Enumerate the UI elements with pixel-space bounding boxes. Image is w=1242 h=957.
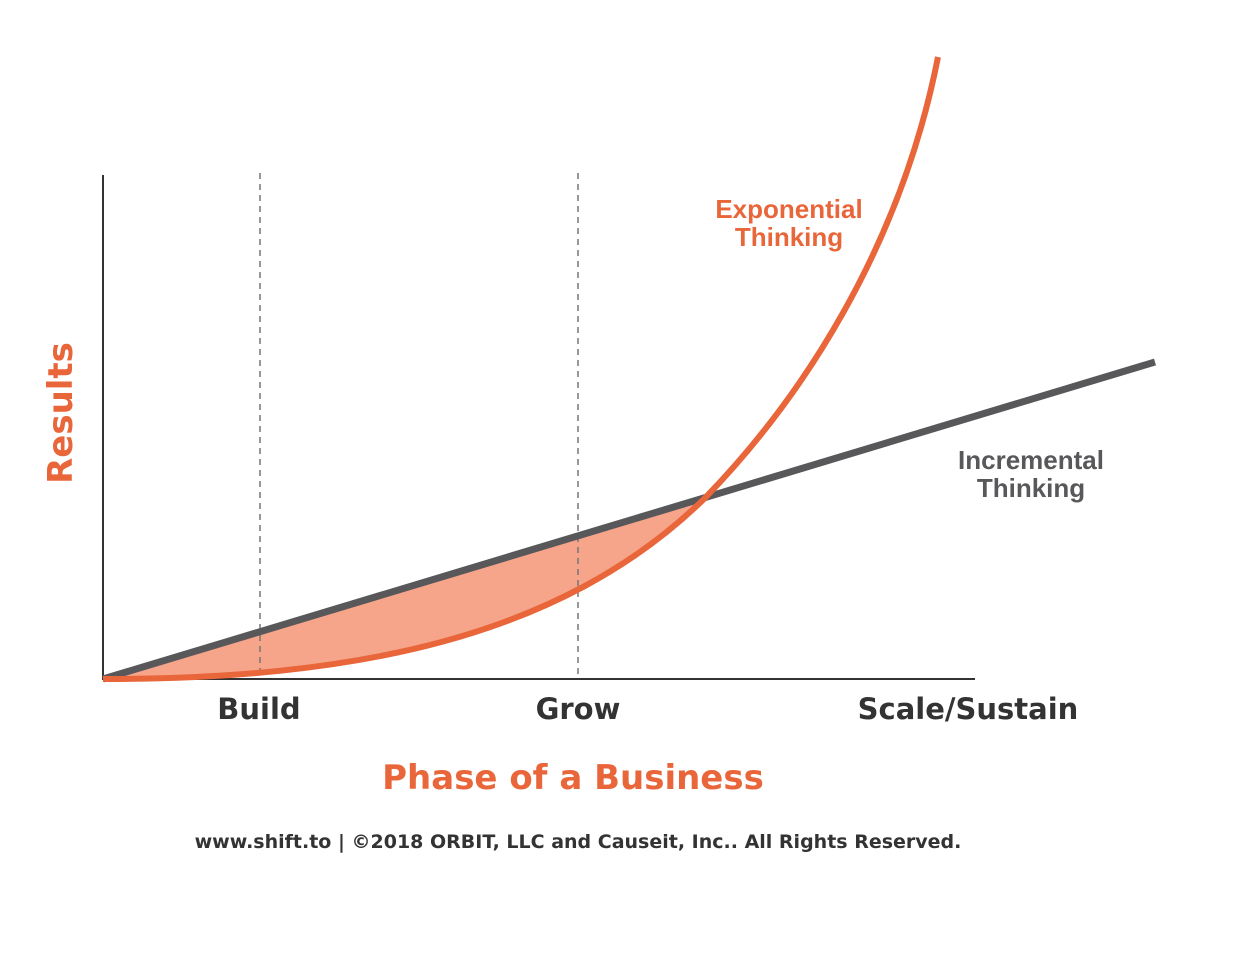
footer: www.shift.to | ©2018 ORBIT, LLC and Caus… (195, 831, 962, 853)
phase-label: Build (217, 692, 300, 726)
curve-label: Thinking (977, 473, 1085, 503)
exponential-curve (102, 56, 941, 682)
curve-label: Incremental (958, 445, 1104, 475)
x-axis-label: Phase of a Business (382, 758, 764, 798)
curve-label: Exponential (715, 194, 862, 224)
y-axis-label: Results (41, 342, 81, 484)
phase-label: Grow (536, 692, 621, 726)
incremental-line (101, 358, 1157, 683)
phase-label: Scale/Sustain (858, 692, 1079, 726)
curve-label: Thinking (735, 222, 843, 252)
